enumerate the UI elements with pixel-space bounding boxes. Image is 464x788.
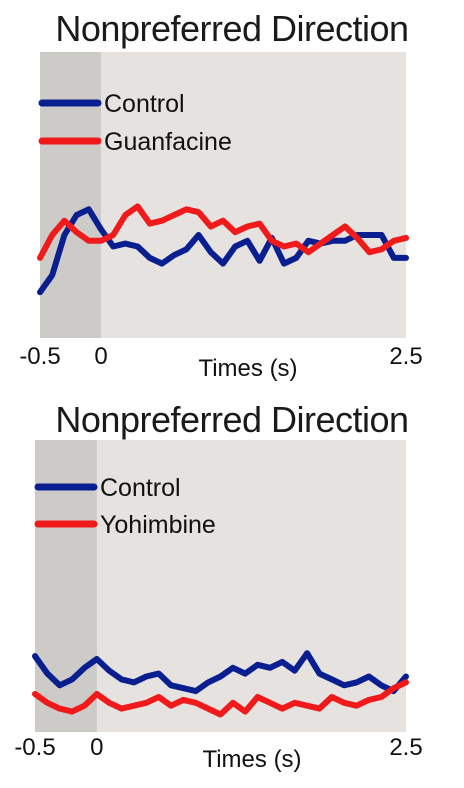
legend-label-control: Control xyxy=(104,90,185,118)
x-axis-label: Times (s) xyxy=(198,355,297,382)
series-line-yohimbine xyxy=(32,679,409,718)
legend-label-guanfacine: Guanfacine xyxy=(104,128,232,156)
x-tick-label: 0 xyxy=(90,734,103,761)
x-tick-label: 2.5 xyxy=(389,734,422,761)
chart-title: Nonpreferred Direction xyxy=(55,399,409,440)
x-axis-label: Times (s) xyxy=(202,746,301,773)
legend-label-yohimbine: Yohimbine xyxy=(100,511,216,539)
series-line-control xyxy=(32,650,409,695)
x-tick-label: 0 xyxy=(94,343,107,370)
line-chart-yohimbine: Control Yohimbine -0.5 0 2.5 Times (s) xyxy=(14,440,423,773)
legend-label-control: Control xyxy=(100,474,181,502)
x-tick-label: -0.5 xyxy=(14,734,55,761)
chart-panel-yohimbine: Nonpreferred Direction Control Yohimbine -… xyxy=(0,395,464,788)
shaded-interval xyxy=(40,52,101,338)
chart-panel-guanfacine: Nonpreferred Direction Control Guanfacine… xyxy=(19,8,423,382)
line-chart-guanfacine: Control Guanfacine -0.5 0 2.5 Times (s) xyxy=(19,52,423,382)
chart-title: Nonpreferred Direction xyxy=(55,8,409,49)
x-tick-label: -0.5 xyxy=(19,343,60,370)
series-line-control xyxy=(37,206,409,296)
series-line-guanfacine xyxy=(37,203,409,261)
x-tick-label: 2.5 xyxy=(389,343,422,370)
